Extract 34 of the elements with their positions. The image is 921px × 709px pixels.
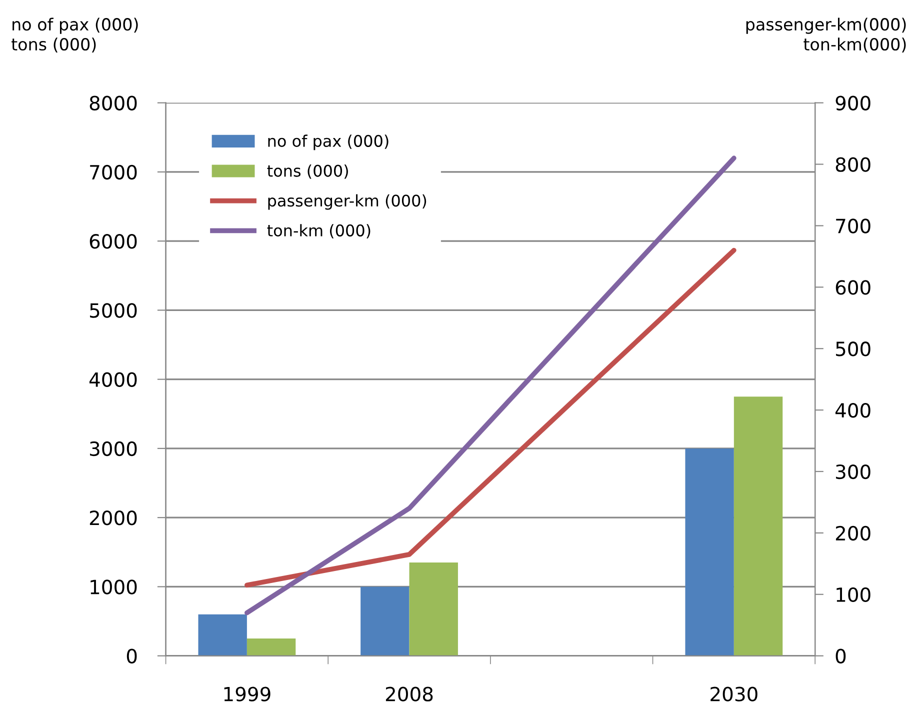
y-tick-label: 0 — [126, 648, 137, 664]
y2-tick-label: 0 — [836, 648, 846, 664]
y-tick-label: 8000 — [90, 96, 137, 110]
y-tick-label: 1000 — [90, 580, 137, 594]
y-tick-label: 4000 — [89, 372, 137, 387]
y-tick-label: 6000 — [90, 234, 137, 249]
y-tick-label: 7000 — [90, 164, 137, 180]
bar — [685, 448, 734, 656]
legend-label: passenger-km (000) — [268, 194, 426, 210]
y-tick-label: 3000 — [90, 441, 137, 456]
y-tick-label: 2000 — [90, 510, 137, 526]
bar — [409, 562, 458, 656]
y2-tick-label: 500 — [836, 342, 870, 356]
y2-tick-label: 300 — [836, 464, 870, 480]
x-tick-label: 1999 — [224, 686, 270, 702]
y2-axis-title: passenger-km(000) ton-km(000) — [746, 18, 906, 53]
y2-tick-label: 200 — [836, 526, 870, 541]
y-tick-label: 5000 — [90, 303, 137, 318]
legend-label: ton-km (000) — [267, 224, 370, 238]
bar — [246, 638, 296, 656]
x-tick-label: 2008 — [386, 686, 433, 702]
y2-tick-label: 100 — [836, 587, 870, 602]
bar — [198, 614, 247, 656]
bar — [734, 396, 783, 656]
y2-tick-label: 400 — [835, 402, 870, 418]
y2-tick-label: 600 — [836, 280, 870, 295]
y2-tick-label: 800 — [836, 157, 870, 172]
y2-tick-label: 900 — [836, 96, 870, 110]
legend-label: no of pax (000) — [268, 134, 388, 150]
y-axis-title: no of pax (000) tons (000) — [12, 18, 138, 53]
bar — [360, 586, 410, 656]
legend-label: tons (000) — [267, 164, 348, 179]
x-tick-label: 2030 — [710, 686, 758, 702]
y2-tick-label: 700 — [836, 218, 870, 234]
